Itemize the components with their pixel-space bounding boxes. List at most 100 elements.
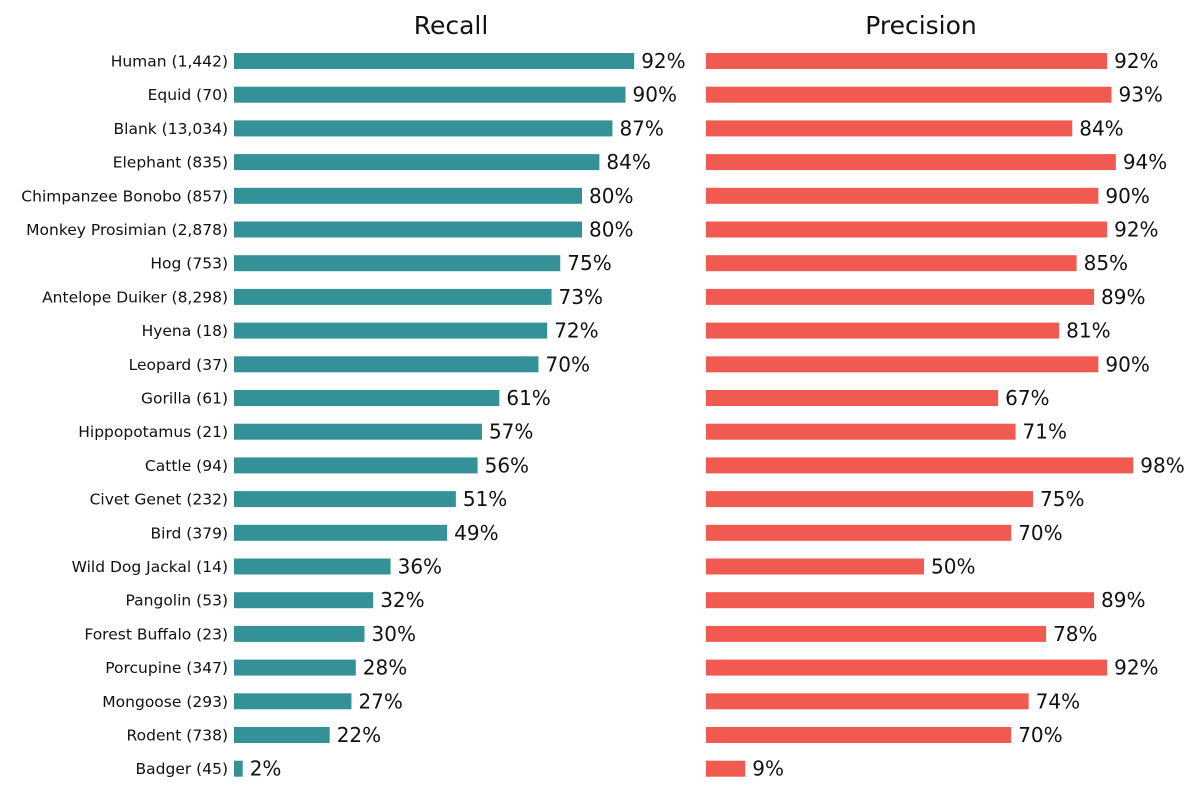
category-label: Porcupine (347) xyxy=(105,659,228,677)
precision-panel: Precision 92% 93% 84%94% 90% 92% 85% 89% 81% 90%… xyxy=(706,11,1185,781)
recall-value-label: 80% xyxy=(589,184,633,208)
precision-value-label: 74% xyxy=(1036,689,1080,713)
precision-bar xyxy=(706,154,1116,171)
precision-value-label: 92% xyxy=(1114,656,1158,680)
recall-bar xyxy=(234,491,456,508)
recall-bar xyxy=(234,760,243,777)
precision-value-label: 89% xyxy=(1101,588,1145,612)
precision-value-label: 98% xyxy=(1140,453,1184,477)
recall-value-label: 36% xyxy=(398,555,442,579)
recall-value-label: 70% xyxy=(546,352,590,376)
recall-bar xyxy=(234,457,478,474)
precision-bar xyxy=(706,288,1095,305)
recall-value-label: 72% xyxy=(554,319,598,343)
precision-bar xyxy=(706,221,1108,238)
precision-value-label: 92% xyxy=(1114,49,1158,73)
recall-bar xyxy=(234,625,365,642)
category-label: Civet Genet (232) xyxy=(90,491,228,509)
recall-bar xyxy=(234,592,374,609)
precision-value-label: 89% xyxy=(1101,285,1145,309)
recall-value-label: 75% xyxy=(567,251,611,275)
recall-value-label: 87% xyxy=(619,116,663,140)
precision-bar xyxy=(706,727,1012,743)
recall-bar xyxy=(234,187,582,204)
recall-value-label: 80% xyxy=(589,218,633,242)
recall-bar xyxy=(234,727,330,743)
category-label: Antelope Duiker (8,298) xyxy=(42,288,228,306)
precision-bar xyxy=(706,322,1060,339)
recall-value-label: 30% xyxy=(372,622,416,646)
recall-value-label: 57% xyxy=(489,420,533,444)
recall-bars xyxy=(234,53,635,777)
recall-bar xyxy=(234,659,356,676)
precision-value-labels: 92% 93% 84%94% 90% 92% 85% 89% 81% 90% 67% 71% 98% 7… xyxy=(752,49,1184,781)
recall-value-label: 49% xyxy=(454,521,498,545)
category-label: Gorilla (61) xyxy=(141,390,228,408)
precision-bar xyxy=(706,760,746,777)
precision-bar xyxy=(706,491,1033,508)
precision-value-label: 9% xyxy=(752,757,784,781)
recall-bar xyxy=(234,221,582,238)
recall-value-label: 73% xyxy=(559,285,603,309)
recall-bar xyxy=(234,356,539,373)
precision-bar xyxy=(706,423,1016,440)
precision-bar xyxy=(706,659,1108,676)
recall-value-label: 56% xyxy=(485,453,529,477)
recall-value-label: 92% xyxy=(641,49,685,73)
precision-bar xyxy=(706,86,1112,103)
category-label: Forest Buffalo (23) xyxy=(84,625,228,643)
category-label: Bird (379) xyxy=(151,524,229,542)
recall-value-label: 61% xyxy=(506,386,550,410)
category-label: Leopard (37) xyxy=(129,356,228,374)
recall-value-label: 28% xyxy=(363,656,407,680)
category-label: Cattle (94) xyxy=(145,457,228,475)
recall-bar xyxy=(234,558,391,575)
category-label: Rodent (738) xyxy=(127,727,228,745)
recall-bar xyxy=(234,86,626,103)
precision-value-label: 75% xyxy=(1040,487,1084,511)
precision-bar xyxy=(706,592,1095,609)
category-label: Chimpanzee Bonobo (857) xyxy=(21,187,228,205)
recall-panel: Recall Human (1,442) Equid (70) Blank (13,… xyxy=(21,11,685,781)
recall-category-labels: Human (1,442) Equid (70) Blank (13,034) Ele… xyxy=(21,53,228,779)
recall-value-labels: 92% 90% 87% 84% 80% 80% 75% 73% 72% 70% 61% 57% 56% 5… xyxy=(250,49,686,781)
category-label: Blank (13,034) xyxy=(114,120,229,138)
category-label: Monkey Prosimian (2,878) xyxy=(26,221,228,239)
precision-value-label: 84% xyxy=(1079,116,1123,140)
precision-value-label: 50% xyxy=(931,555,975,579)
recall-bar xyxy=(234,53,635,69)
precision-bar xyxy=(706,693,1029,710)
recall-title: Recall xyxy=(414,11,489,40)
precision-value-label: 92% xyxy=(1114,218,1158,242)
recall-bar xyxy=(234,524,448,541)
recall-bar xyxy=(234,423,482,440)
precision-value-label: 78% xyxy=(1053,622,1097,646)
precision-bar xyxy=(706,524,1012,541)
precision-bar xyxy=(706,356,1099,373)
precision-value-label: 67% xyxy=(1005,386,1049,410)
precision-value-label: 93% xyxy=(1118,83,1162,107)
category-label: Elephant (835) xyxy=(113,154,228,172)
category-label: Human (1,442) xyxy=(111,53,228,71)
precision-bar xyxy=(706,53,1108,69)
category-label: Wild Dog Jackal (14) xyxy=(72,558,228,576)
precision-value-label: 90% xyxy=(1105,352,1149,376)
category-label: Pangolin (53) xyxy=(126,592,228,610)
recall-value-label: 27% xyxy=(358,689,402,713)
precision-bars xyxy=(706,53,1134,777)
precision-value-label: 85% xyxy=(1084,251,1128,275)
category-label: Mongoose (293) xyxy=(102,693,228,711)
recall-bar xyxy=(234,120,613,137)
recall-bar xyxy=(234,693,352,710)
recall-value-label: 22% xyxy=(337,723,381,747)
recall-bar xyxy=(234,288,552,305)
precision-title: Precision xyxy=(865,11,977,40)
category-label: Hippopotamus (21) xyxy=(78,423,228,441)
precision-bar xyxy=(706,457,1134,474)
precision-value-label: 81% xyxy=(1066,319,1110,343)
precision-bar xyxy=(706,255,1077,272)
recall-value-label: 51% xyxy=(463,487,507,511)
category-label: Badger (45) xyxy=(136,760,228,778)
precision-bar xyxy=(706,558,924,575)
